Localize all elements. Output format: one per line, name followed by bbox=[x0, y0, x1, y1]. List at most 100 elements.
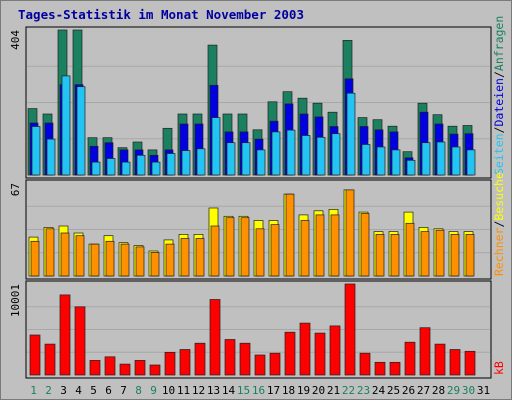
x-tick-label: 13 bbox=[207, 384, 220, 397]
x-tick-label: 31 bbox=[477, 384, 490, 397]
bar-rechner-day-16 bbox=[255, 228, 265, 277]
x-tick-label: 18 bbox=[282, 384, 295, 397]
x-tick-label: 16 bbox=[252, 384, 265, 397]
bar-kb-day-8 bbox=[134, 360, 146, 376]
series-seiten bbox=[31, 75, 476, 176]
x-tick-label: 22 bbox=[342, 384, 355, 397]
bar-kb-day-24 bbox=[374, 361, 386, 376]
bar-kb-day-13 bbox=[209, 299, 221, 376]
bar-seiten-day-11 bbox=[181, 150, 191, 176]
bar-seiten-day-4 bbox=[76, 86, 86, 176]
bar-seiten-day-5 bbox=[91, 161, 101, 176]
x-tick-label: 29 bbox=[447, 384, 460, 397]
bar-seiten-day-27 bbox=[421, 142, 431, 176]
bar-rechner-day-7 bbox=[120, 243, 130, 277]
bar-kb-day-30 bbox=[464, 350, 476, 376]
bar-kb-day-18 bbox=[284, 331, 296, 376]
bar-rechner-day-1 bbox=[30, 240, 40, 277]
x-tick-label: 26 bbox=[402, 384, 415, 397]
bar-rechner-day-11 bbox=[180, 238, 190, 277]
bar-rechner-day-12 bbox=[195, 238, 205, 277]
x-tick-label: 28 bbox=[432, 384, 445, 397]
bar-rechner-day-30 bbox=[465, 234, 475, 277]
x-tick-label: 23 bbox=[357, 384, 370, 397]
bar-seiten-day-14 bbox=[226, 142, 236, 176]
bar-seiten-day-18 bbox=[286, 129, 296, 176]
bar-seiten-day-16 bbox=[256, 149, 266, 176]
panel-top-ymax-label: 404 bbox=[9, 30, 22, 50]
bar-kb-day-29 bbox=[449, 349, 461, 376]
bar-kb-day-5 bbox=[89, 360, 101, 376]
bar-kb-day-23 bbox=[359, 352, 371, 376]
panel-bottom-ymax-label: 10001 bbox=[9, 284, 22, 317]
bar-seiten-day-3 bbox=[61, 75, 71, 176]
bar-kb-day-7 bbox=[119, 363, 131, 376]
bar-rechner-day-25 bbox=[390, 234, 400, 277]
x-tick-label: 5 bbox=[90, 384, 97, 397]
bar-kb-day-9 bbox=[149, 364, 161, 376]
bar-seiten-day-6 bbox=[106, 158, 116, 176]
bar-seiten-day-1 bbox=[31, 126, 41, 176]
panels: 404 Seiten/Dateien/Anfragen 67 Rechner/Besu… bbox=[9, 16, 506, 379]
panel-middle: 67 Rechner/Besuche bbox=[9, 172, 506, 280]
bar-kb-day-15 bbox=[239, 342, 251, 376]
x-tick-label: 4 bbox=[75, 384, 82, 397]
bar-seiten-day-17 bbox=[271, 131, 281, 176]
bar-rechner-day-14 bbox=[225, 217, 235, 277]
bar-rechner-day-24 bbox=[375, 234, 385, 277]
x-tick-label: 10 bbox=[162, 384, 175, 397]
panel-bottom: 10001 kB bbox=[9, 280, 506, 379]
title-bar bbox=[1, 1, 511, 26]
bar-kb-day-11 bbox=[179, 349, 191, 376]
x-tick-label: 12 bbox=[192, 384, 205, 397]
bar-rechner-day-3 bbox=[60, 232, 70, 277]
bar-seiten-day-24 bbox=[376, 146, 386, 176]
bar-seiten-day-20 bbox=[316, 136, 326, 176]
x-tick-label: 25 bbox=[387, 384, 400, 397]
bar-rechner-day-27 bbox=[420, 231, 430, 277]
bar-rechner-day-29 bbox=[450, 234, 460, 277]
bar-kb-day-17 bbox=[269, 352, 281, 376]
bar-kb-day-16 bbox=[254, 354, 266, 376]
bar-rechner-day-28 bbox=[435, 229, 445, 277]
x-axis-labels: 1 2 3 4 5 6 7 8 9 10 11 12 13 14 15 16 17 18 19 20 21 22 23 24 2… bbox=[30, 384, 490, 397]
x-tick-label: 14 bbox=[222, 384, 236, 397]
bar-rechner-day-23 bbox=[360, 213, 370, 277]
bar-rechner-day-8 bbox=[135, 246, 145, 277]
bar-seiten-day-25 bbox=[391, 149, 401, 176]
x-tick-label: 27 bbox=[417, 384, 430, 397]
x-tick-label: 11 bbox=[177, 384, 190, 397]
bar-rechner-day-17 bbox=[270, 224, 280, 277]
panel-top: 404 Seiten/Dateien/Anfragen bbox=[9, 16, 506, 179]
bar-seiten-day-23 bbox=[361, 144, 371, 176]
bar-kb-day-26 bbox=[404, 341, 416, 376]
bar-rechner-day-5 bbox=[90, 243, 100, 277]
bar-kb-day-10 bbox=[164, 351, 176, 376]
bar-seiten-day-30 bbox=[466, 149, 476, 176]
x-tick-label: 8 bbox=[135, 384, 142, 397]
bar-rechner-day-13 bbox=[210, 225, 220, 277]
bar-seiten-day-22 bbox=[346, 92, 356, 176]
x-tick-label: 30 bbox=[462, 384, 475, 397]
bar-kb-day-14 bbox=[224, 339, 236, 376]
bar-seiten-day-26 bbox=[406, 159, 416, 176]
x-tick-label: 2 bbox=[45, 384, 52, 397]
bar-rechner-day-20 bbox=[315, 214, 325, 277]
bar-rechner-day-4 bbox=[75, 235, 85, 277]
series-kb bbox=[29, 283, 476, 376]
bar-seiten-day-15 bbox=[241, 142, 251, 176]
series-rechner bbox=[30, 189, 475, 277]
x-tick-label: 6 bbox=[105, 384, 112, 397]
x-tick-label: 24 bbox=[372, 384, 386, 397]
bar-rechner-day-10 bbox=[165, 243, 175, 277]
bar-seiten-day-8 bbox=[136, 154, 146, 176]
panel-middle-ymax-label: 67 bbox=[9, 183, 22, 196]
panel-bottom-series-labels: kB bbox=[492, 361, 506, 375]
bar-seiten-day-28 bbox=[436, 141, 446, 176]
x-tick-label: 9 bbox=[150, 384, 157, 397]
panel-top-series-labels: Seiten/Dateien/Anfragen bbox=[492, 16, 506, 175]
x-tick-label: 20 bbox=[312, 384, 325, 397]
x-tick-label: 19 bbox=[297, 384, 310, 397]
bar-rechner-day-15 bbox=[240, 217, 250, 277]
